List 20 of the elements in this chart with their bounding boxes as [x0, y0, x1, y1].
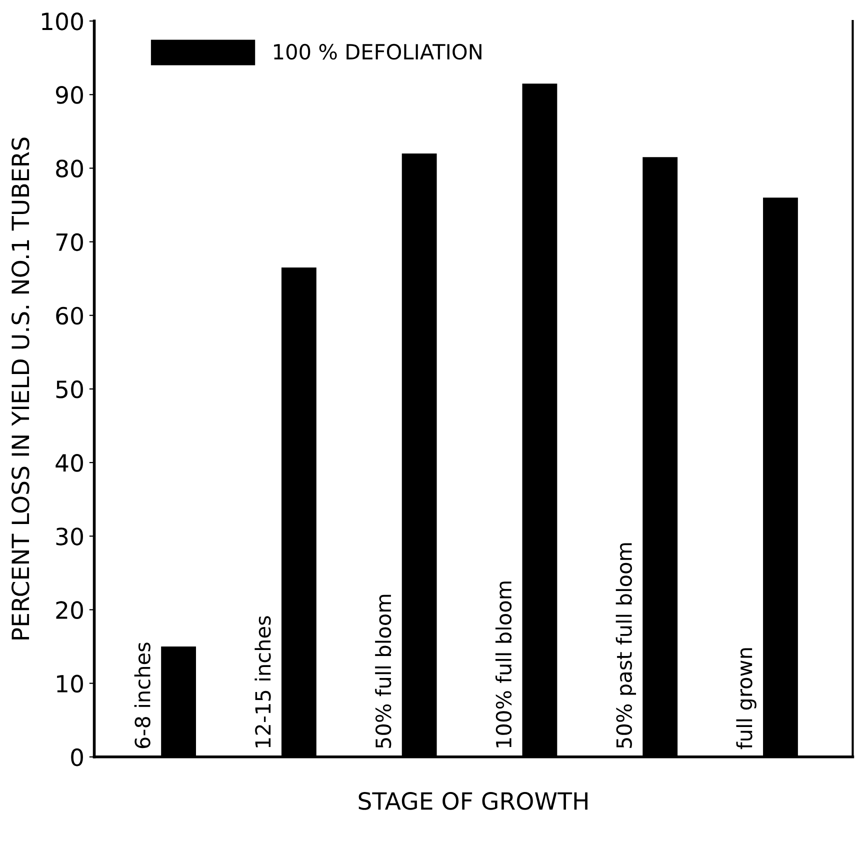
y-tick-label: 10 [57, 674, 83, 693]
y-tick-label: 20 [56, 601, 83, 620]
y-tick-label: 100 [42, 12, 83, 30]
x-tick-label: 100% full bloom [495, 582, 512, 748]
y-tick-label: 50 [56, 380, 83, 398]
y-tick-label: 40 [56, 454, 83, 472]
x-tick-label: 6-8 inches [134, 642, 150, 748]
y-tick-label: 90 [56, 86, 83, 104]
y-tick-label: 80 [56, 160, 83, 178]
y-tick-label: 30 [56, 528, 83, 546]
legend-label: 100 % DEFOLIATION [274, 44, 482, 60]
y-tick-label: 70 [56, 233, 83, 252]
x-tick-label: 12-15 inches [254, 616, 271, 748]
x-axis-title: STAGE OF GROWTH [358, 792, 588, 810]
x-tick-label: 50% full bloom [375, 594, 392, 748]
y-axis-title: PERCENT LOSS IN YIELD U.S. NO.1 TUBERS [11, 138, 30, 640]
x-tick-label: 50% past full bloom [616, 543, 636, 748]
y-tick-label: 60 [56, 306, 83, 325]
y-tick-label: 0 [71, 748, 83, 766]
x-tick-label: full grown [736, 648, 756, 750]
